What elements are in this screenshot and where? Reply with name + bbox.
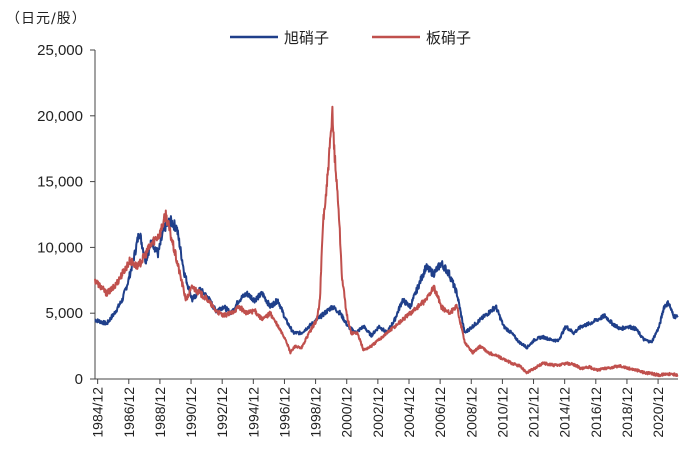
x-tick-label: 1990/12: [183, 387, 199, 438]
axes: [90, 49, 678, 384]
x-tick-label: 1996/12: [276, 387, 292, 438]
x-tick-label: 2018/12: [619, 387, 635, 438]
x-tick-label: 1998/12: [308, 387, 324, 438]
series-line-nippon-sheet-glass: [94, 105, 679, 378]
x-tick-label: 2004/12: [401, 387, 417, 438]
y-tick-labels: 0 5,000 10,000 15,000 20,000 25,000: [37, 42, 83, 388]
x-tick-label: 2000/12: [339, 387, 355, 438]
x-tick-label: 1986/12: [121, 387, 137, 438]
legend-label-nippon-sheet-glass: 板硝子: [426, 29, 471, 47]
x-tick-label: 2020/12: [650, 387, 666, 438]
x-tick-label: 1984/12: [90, 387, 106, 438]
y-tick-label: 0: [75, 371, 83, 388]
series-lines: [94, 105, 679, 378]
y-tick-label: 20,000: [37, 108, 83, 125]
y-tick-label: 5,000: [45, 305, 83, 322]
x-tick-label: 2002/12: [370, 387, 386, 438]
y-tick-label: 15,000: [37, 174, 83, 191]
x-tick-label: 2014/12: [557, 387, 573, 438]
legend: 旭硝子 板硝子: [230, 29, 471, 47]
x-tick-labels: 1984/12 1986/12 1988/12 1990/12 1992/12 1994/…: [90, 387, 666, 438]
x-tick-label: 1992/12: [214, 387, 230, 438]
x-tick-label: 1988/12: [152, 387, 168, 438]
y-tick-label: 10,000: [37, 239, 83, 256]
x-tick-label: 2016/12: [588, 387, 604, 438]
x-tick-label: 2006/12: [432, 387, 448, 438]
legend-label-asahi-glass: 旭硝子: [284, 29, 329, 47]
series-line-asahi-glass: [94, 215, 679, 350]
x-tick-label: 2010/12: [494, 387, 510, 438]
x-tick-label: 1994/12: [245, 387, 261, 438]
y-tick-label: 25,000: [37, 42, 83, 59]
x-tick-label: 2012/12: [526, 387, 542, 438]
x-tick-label: 2008/12: [463, 387, 479, 438]
y-unit-label: （日元/股）: [6, 11, 87, 27]
